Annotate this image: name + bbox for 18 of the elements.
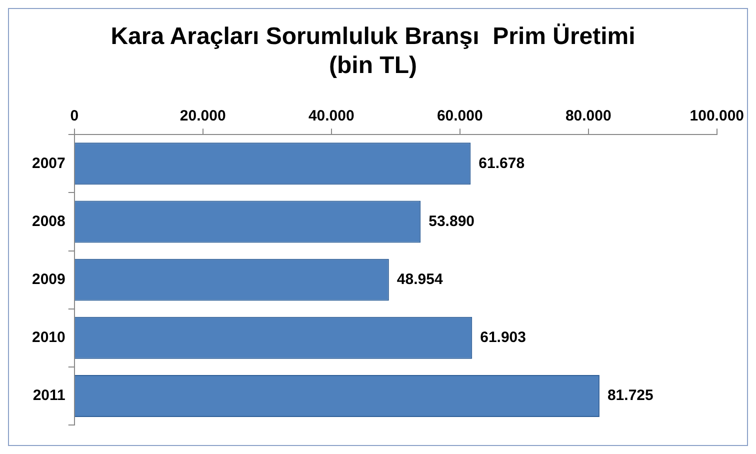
data-label: 61.678 [478,154,525,172]
x-tick-label: 0 [70,108,79,125]
chart-title: Kara Araçları Sorumluluk Branşı Prim Üretimi [110,23,636,50]
x-tick-label: 60.000 [436,108,483,125]
y-tick-label: 2009 [32,270,66,288]
y-tick-label: 2008 [32,212,66,230]
x-tick-label: 20.000 [180,108,226,125]
y-tick-label: 2010 [32,329,66,346]
data-label: 48.954 [396,270,444,288]
y-tick-label: 2007 [32,154,66,172]
y-tick-label: 2011 [32,387,66,404]
chart-subtitle: (bin TL) [329,52,417,79]
data-label: 81.725 [607,387,654,404]
x-tick-label: 80.000 [565,108,612,125]
data-label: 53.890 [428,212,475,230]
data-label: 61.903 [480,329,526,346]
x-tick-label: 100.000 [690,108,744,125]
x-tick-label: 40.000 [308,108,354,125]
